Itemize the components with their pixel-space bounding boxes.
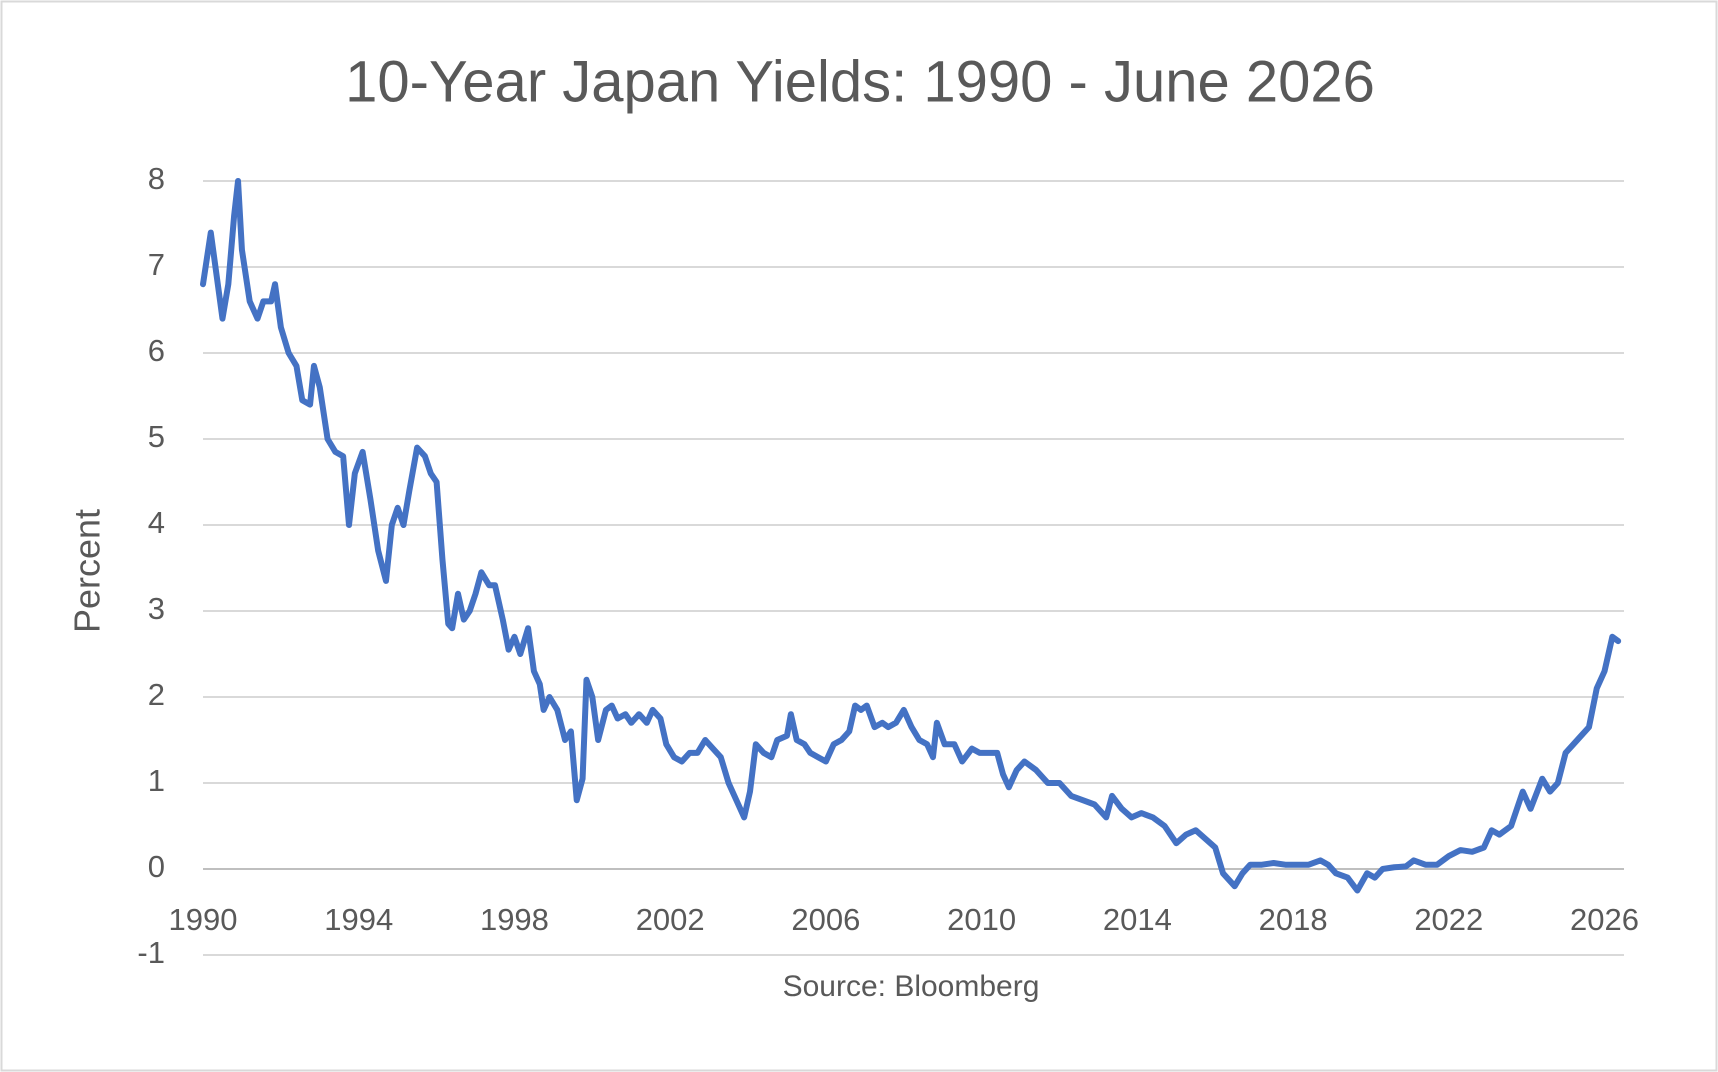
y-tick-label: 8 [148,161,165,196]
y-tick-label: 7 [148,247,165,282]
y-tick-label: 0 [148,849,165,884]
x-tick-label: 1994 [324,902,393,937]
x-tick-label: 2026 [1570,902,1639,937]
x-tick-label: 2002 [636,902,705,937]
x-tick-label: 2010 [947,902,1016,937]
x-tick-label: 1998 [480,902,549,937]
y-tick-label: 3 [148,591,165,626]
x-tick-label: 2022 [1414,902,1483,937]
yield-line [200,178,1622,894]
x-tick-label: 1990 [169,902,238,937]
y-tick-label: 1 [148,763,165,798]
y-tick-label: 2 [148,677,165,712]
chart-title: 10-Year Japan Yields: 1990 - June 2026 [345,49,1375,114]
x-tick-label: 2006 [791,902,860,937]
y-tick-label: 6 [148,333,165,368]
y-tick-label: 4 [148,505,165,540]
y-axis-label: Percent [67,509,108,633]
x-tick-label: 2014 [1103,902,1172,937]
y-tick-label: -1 [137,935,165,970]
x-tick-label: 2018 [1259,902,1328,937]
y-tick-label: 5 [148,419,165,454]
source-note: Source: Bloomberg [783,970,1040,1003]
